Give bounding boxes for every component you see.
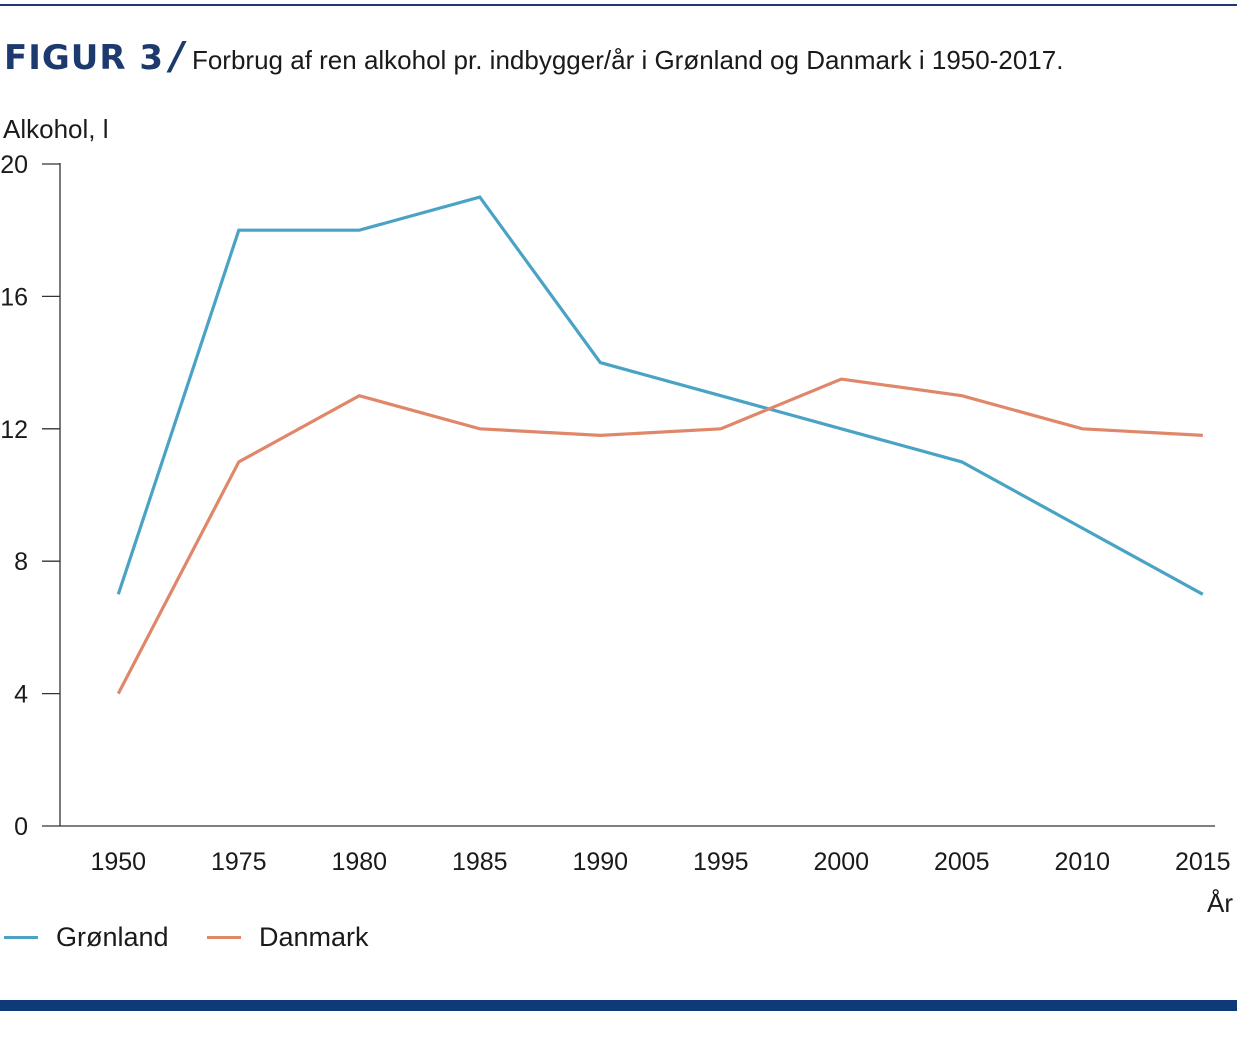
x-tick-label: 2000: [813, 848, 869, 876]
x-tick-label: 2015: [1175, 848, 1231, 876]
y-axis-label: Alkohol, l: [3, 114, 109, 144]
x-tick-label: 1985: [452, 848, 508, 876]
x-axis-label: År: [1207, 888, 1233, 918]
x-ticks: 1950 1975 1980 1985 1990 1995 2000 2005 2010 2015: [90, 848, 1230, 876]
bottom-rule: [0, 1000, 1237, 1011]
x-tick-label: 1950: [90, 848, 146, 876]
axes: [59, 163, 1215, 827]
series-line-gronland: [116, 195, 1204, 596]
x-tick-label: 1995: [693, 848, 749, 876]
x-tick-label: 2010: [1054, 848, 1110, 876]
x-tick-label: 2005: [934, 848, 990, 876]
y-tick-label: 12: [0, 416, 28, 444]
line-chart: Alkohol, l År 0 4 8 12 16 20 1950 1975 1980 1985…: [0, 114, 1233, 918]
y-tick-label: 20: [0, 151, 28, 179]
y-tick-label: 4: [14, 681, 28, 709]
x-tick-label: 1980: [331, 848, 387, 876]
legend: Grønland Danmark: [4, 922, 403, 953]
legend-swatch-gronland: [4, 936, 38, 939]
figure-header: FIGUR 3/Forbrug af ren alkohol pr. indby…: [4, 34, 1063, 78]
y-ticks: 0 4 8 12 16 20: [0, 151, 60, 841]
legend-item-danmark: Danmark: [207, 922, 369, 953]
x-tick-label: 1975: [211, 848, 267, 876]
y-tick-label: 0: [14, 813, 28, 841]
series-line-danmark: [116, 377, 1203, 695]
legend-label-gronland: Grønland: [56, 922, 169, 952]
figure-label: FIGUR 3: [4, 38, 165, 78]
y-tick-label: 16: [0, 283, 28, 311]
x-tick-label: 1990: [572, 848, 628, 876]
figure-title: Forbrug af ren alkohol pr. indbygger/år …: [191, 45, 1064, 75]
legend-item-gronland: Grønland: [4, 922, 169, 953]
figure-slash: /: [170, 34, 184, 78]
legend-label-danmark: Danmark: [259, 922, 369, 952]
legend-swatch-danmark: [207, 936, 242, 939]
series-lines: [116, 195, 1204, 695]
y-tick-label: 8: [14, 548, 28, 576]
top-rule: [0, 4, 1237, 6]
